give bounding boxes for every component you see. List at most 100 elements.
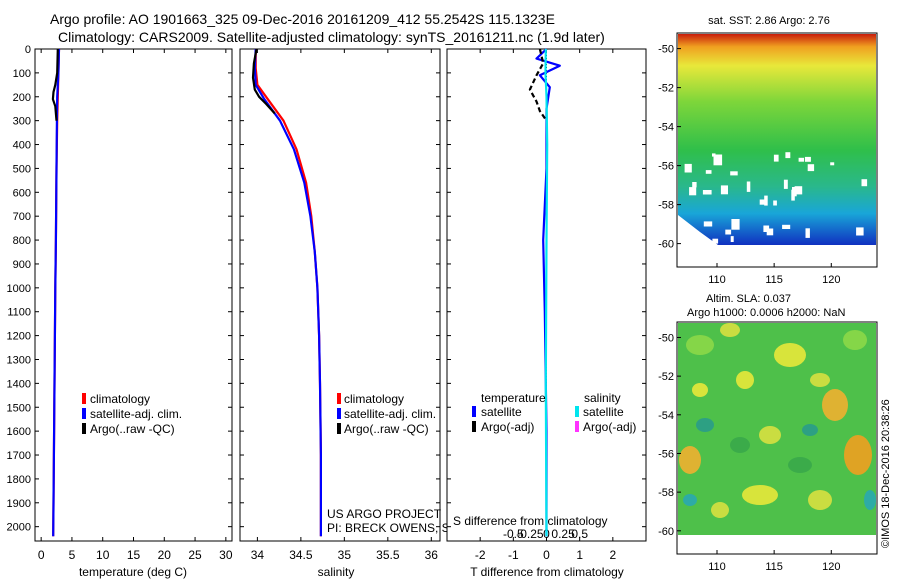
temperature-legend: climatology satellite-adj. clim. Argo(..… — [82, 392, 182, 436]
sla-blob — [736, 371, 754, 389]
series-line — [544, 48, 549, 537]
legend-swatch-t-argo — [472, 421, 476, 432]
sla-blob — [774, 343, 806, 367]
s-tick-label: -0.5 — [503, 527, 524, 541]
sla-blob — [711, 502, 729, 518]
depth-tick-label: 200 — [13, 92, 31, 104]
depth-tick-label: 2000 — [7, 522, 31, 534]
x-tick-label: 1 — [576, 548, 583, 562]
legend-label-argo: Argo(..raw -QC) — [344, 422, 429, 436]
sla-map-yticks: -50 -52 -54 -56 -58 -60 — [658, 332, 681, 538]
sla-map-title-line2: Argo h1000: 0.0006 h2000: NaN — [687, 307, 845, 319]
sst-gap — [730, 236, 734, 242]
sst-gap — [807, 164, 815, 172]
legend-label-t-argo: Argo(-adj) — [481, 420, 534, 434]
sst-gap — [804, 156, 811, 162]
depth-tick-label: 1000 — [7, 283, 31, 295]
x-tick-label: 34 — [251, 548, 265, 562]
sst-gap — [746, 181, 751, 192]
sst-gap — [805, 228, 810, 238]
salinity-series — [251, 48, 322, 537]
depth-tick-label: 500 — [13, 163, 31, 175]
map-y-tick-label: -58 — [658, 487, 674, 499]
sla-map-title-line1: Altim. SLA: 0.037 — [706, 293, 791, 305]
legend-swatch-argo — [337, 423, 341, 434]
x-tick-label: 5 — [69, 548, 76, 562]
difference-series — [528, 48, 561, 537]
sst-gap — [798, 157, 804, 162]
x-tick-label: 2 — [609, 548, 616, 562]
project-annotation-line1: US ARGO PROJECT — [327, 507, 442, 521]
x-tick-label: 0 — [543, 548, 550, 562]
sst-gap — [830, 162, 835, 166]
sst-gap — [702, 190, 712, 195]
depth-tick-label: 0 — [25, 44, 31, 56]
sst-gap — [773, 200, 777, 206]
imos-watermark: ©IMOS 18-Dec-2016 20:38:26 — [880, 399, 892, 548]
legend-swatch-satellite — [337, 408, 341, 419]
s-tick-label: 0.5 — [571, 527, 588, 541]
x-tick-label: 30 — [219, 548, 233, 562]
sst-map-xticks: 110 115 120 — [708, 263, 840, 286]
series-line — [528, 48, 548, 122]
difference-x-ticks: -2 -1 0 1 2 — [475, 49, 616, 562]
temperature-x-ticks: 0 5 10 15 20 25 30 — [38, 49, 233, 562]
depth-tick-label: 1800 — [7, 474, 31, 486]
series-line — [253, 48, 322, 537]
map-y-tick-label: -50 — [658, 332, 674, 344]
sst-land-gaps — [678, 152, 868, 245]
x-tick-label: 15 — [127, 548, 141, 562]
depth-tick-label: 1700 — [7, 450, 31, 462]
map-y-tick-label: -60 — [658, 526, 674, 538]
sst-map-yticks: -50 -52 -54 -56 -58 -60 — [658, 44, 681, 251]
x-tick-label: -2 — [475, 548, 486, 562]
sla-blob — [759, 426, 781, 444]
sla-blob — [808, 490, 832, 510]
depth-tick-label: 1600 — [7, 426, 31, 438]
depth-tick-label: 1500 — [7, 402, 31, 414]
x-tick-label: 0 — [38, 548, 45, 562]
sst-gap — [703, 221, 713, 227]
salinity-axes — [239, 48, 441, 542]
x-tick-label: 10 — [96, 548, 110, 562]
salinity-legend: climatology satellite-adj. clim. Argo(..… — [337, 392, 436, 436]
legend-label-climatology: climatology — [90, 392, 150, 406]
sst-gap — [689, 187, 697, 196]
x-tick-label: -1 — [508, 548, 519, 562]
sst-map-panel: sat. SST: 2.86 Argo: 2.76 -50-52-54-56-5… — [658, 15, 878, 286]
legend-header-temperature: temperature — [481, 391, 546, 405]
sla-blob — [720, 323, 740, 337]
s-tick-label: 0.25 — [551, 527, 575, 541]
series-line — [52, 48, 61, 537]
sst-gap — [782, 224, 791, 229]
salinity-x-ticks: 34 34.5 35 35.5 36 — [251, 49, 438, 562]
sla-blob — [844, 435, 872, 475]
sla-blob — [810, 373, 830, 387]
figure-title-line1: Argo profile: AO 1901663_325 09-Dec-2016… — [50, 11, 555, 27]
sla-blob — [822, 389, 848, 421]
legend-label-s-argo: Argo(-adj) — [583, 420, 636, 434]
legend-header-salinity: salinity — [584, 391, 621, 405]
series-line — [51, 48, 59, 121]
sst-gap — [720, 185, 728, 195]
sst-gap — [759, 199, 767, 205]
map-y-tick-label: -52 — [658, 371, 674, 383]
map-y-tick-label: -54 — [658, 410, 674, 422]
legend-swatch-t-satellite — [472, 406, 476, 417]
map-y-tick-label: -54 — [658, 122, 674, 134]
legend-label-s-satellite: satellite — [583, 405, 624, 419]
map-y-tick-label: -56 — [658, 448, 674, 460]
sst-map-title: sat. SST: 2.86 Argo: 2.76 — [708, 15, 830, 27]
depth-tick-label: 600 — [13, 187, 31, 199]
map-x-tick-label: 115 — [765, 561, 783, 573]
difference-panel: -2 -1 0 1 2 -0.5-0.25 0 0.250.5 T difference f… — [446, 48, 647, 579]
sst-gap — [785, 152, 791, 159]
depth-tick-label: 300 — [13, 116, 31, 128]
legend-swatch-climatology — [337, 393, 341, 404]
sla-map-xticks: 110 115 120 — [708, 550, 840, 573]
temperature-series — [51, 48, 61, 537]
legend-label-argo: Argo(..raw -QC) — [90, 422, 175, 436]
sst-gap — [856, 227, 864, 236]
sla-blob — [686, 335, 714, 355]
